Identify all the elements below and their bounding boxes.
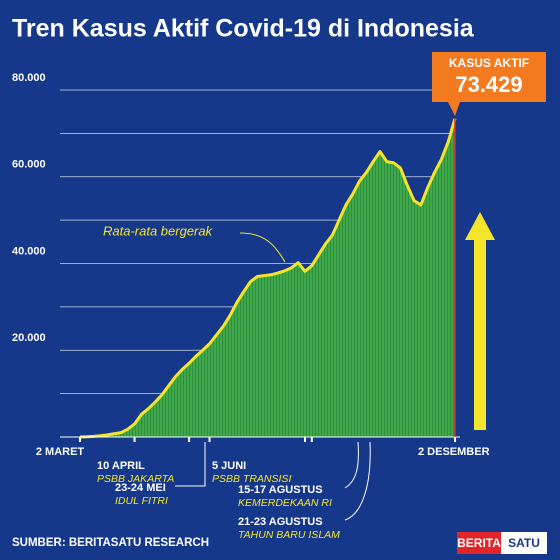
x-tick-label: 2 MARET (36, 446, 85, 458)
logo-text: SATU (508, 536, 540, 550)
x-tick-label: 21-23 AGUSTUS (238, 516, 323, 528)
x-tick-label: 10 APRIL (97, 460, 145, 472)
area (80, 118, 455, 437)
callout-box (432, 52, 546, 102)
chart-title: Tren Kasus Aktif Covid-19 di Indonesia (12, 15, 475, 43)
callout-value: 73.429 (455, 72, 522, 97)
x-tick-label: 2 DESEMBER (418, 446, 490, 458)
logo-box (457, 532, 501, 554)
source: SUMBER: BERITASATU RESEARCH (12, 537, 209, 549)
x-tick-label: 5 JUNI (212, 460, 246, 472)
callout-pointer (448, 102, 460, 116)
line (79, 118, 457, 439)
logo-box (501, 532, 547, 554)
logo-text: BERITA (457, 536, 501, 550)
series-label: Rata-rata bergerak (103, 223, 214, 238)
x-tick-label: 15-17 AGUSTUS (238, 484, 323, 496)
connector (175, 442, 206, 487)
connector (344, 441, 359, 489)
annotation-note: PSBB JAKARTA (97, 473, 174, 485)
x-tick-label: 23-24 MEI (115, 482, 166, 494)
callout-title: KASUS AKTIF (449, 56, 529, 70)
connector (344, 441, 371, 521)
y-tick-label: 60.000 (12, 159, 46, 171)
annotation-note: TAHUN BARU ISLAM (238, 529, 340, 541)
annotation-note: PSBB TRANSISI (212, 473, 291, 485)
y-tick-label: 80.000 (12, 72, 46, 84)
trend-arrow (465, 212, 495, 430)
annotation-note: KEMERDEKAAN RI (238, 497, 332, 509)
leader (239, 232, 286, 263)
y-tick-label: 40.000 (12, 245, 46, 257)
y-tick-label: 20.000 (12, 332, 46, 344)
annotation-note: IDUL FITRI (115, 495, 168, 507)
